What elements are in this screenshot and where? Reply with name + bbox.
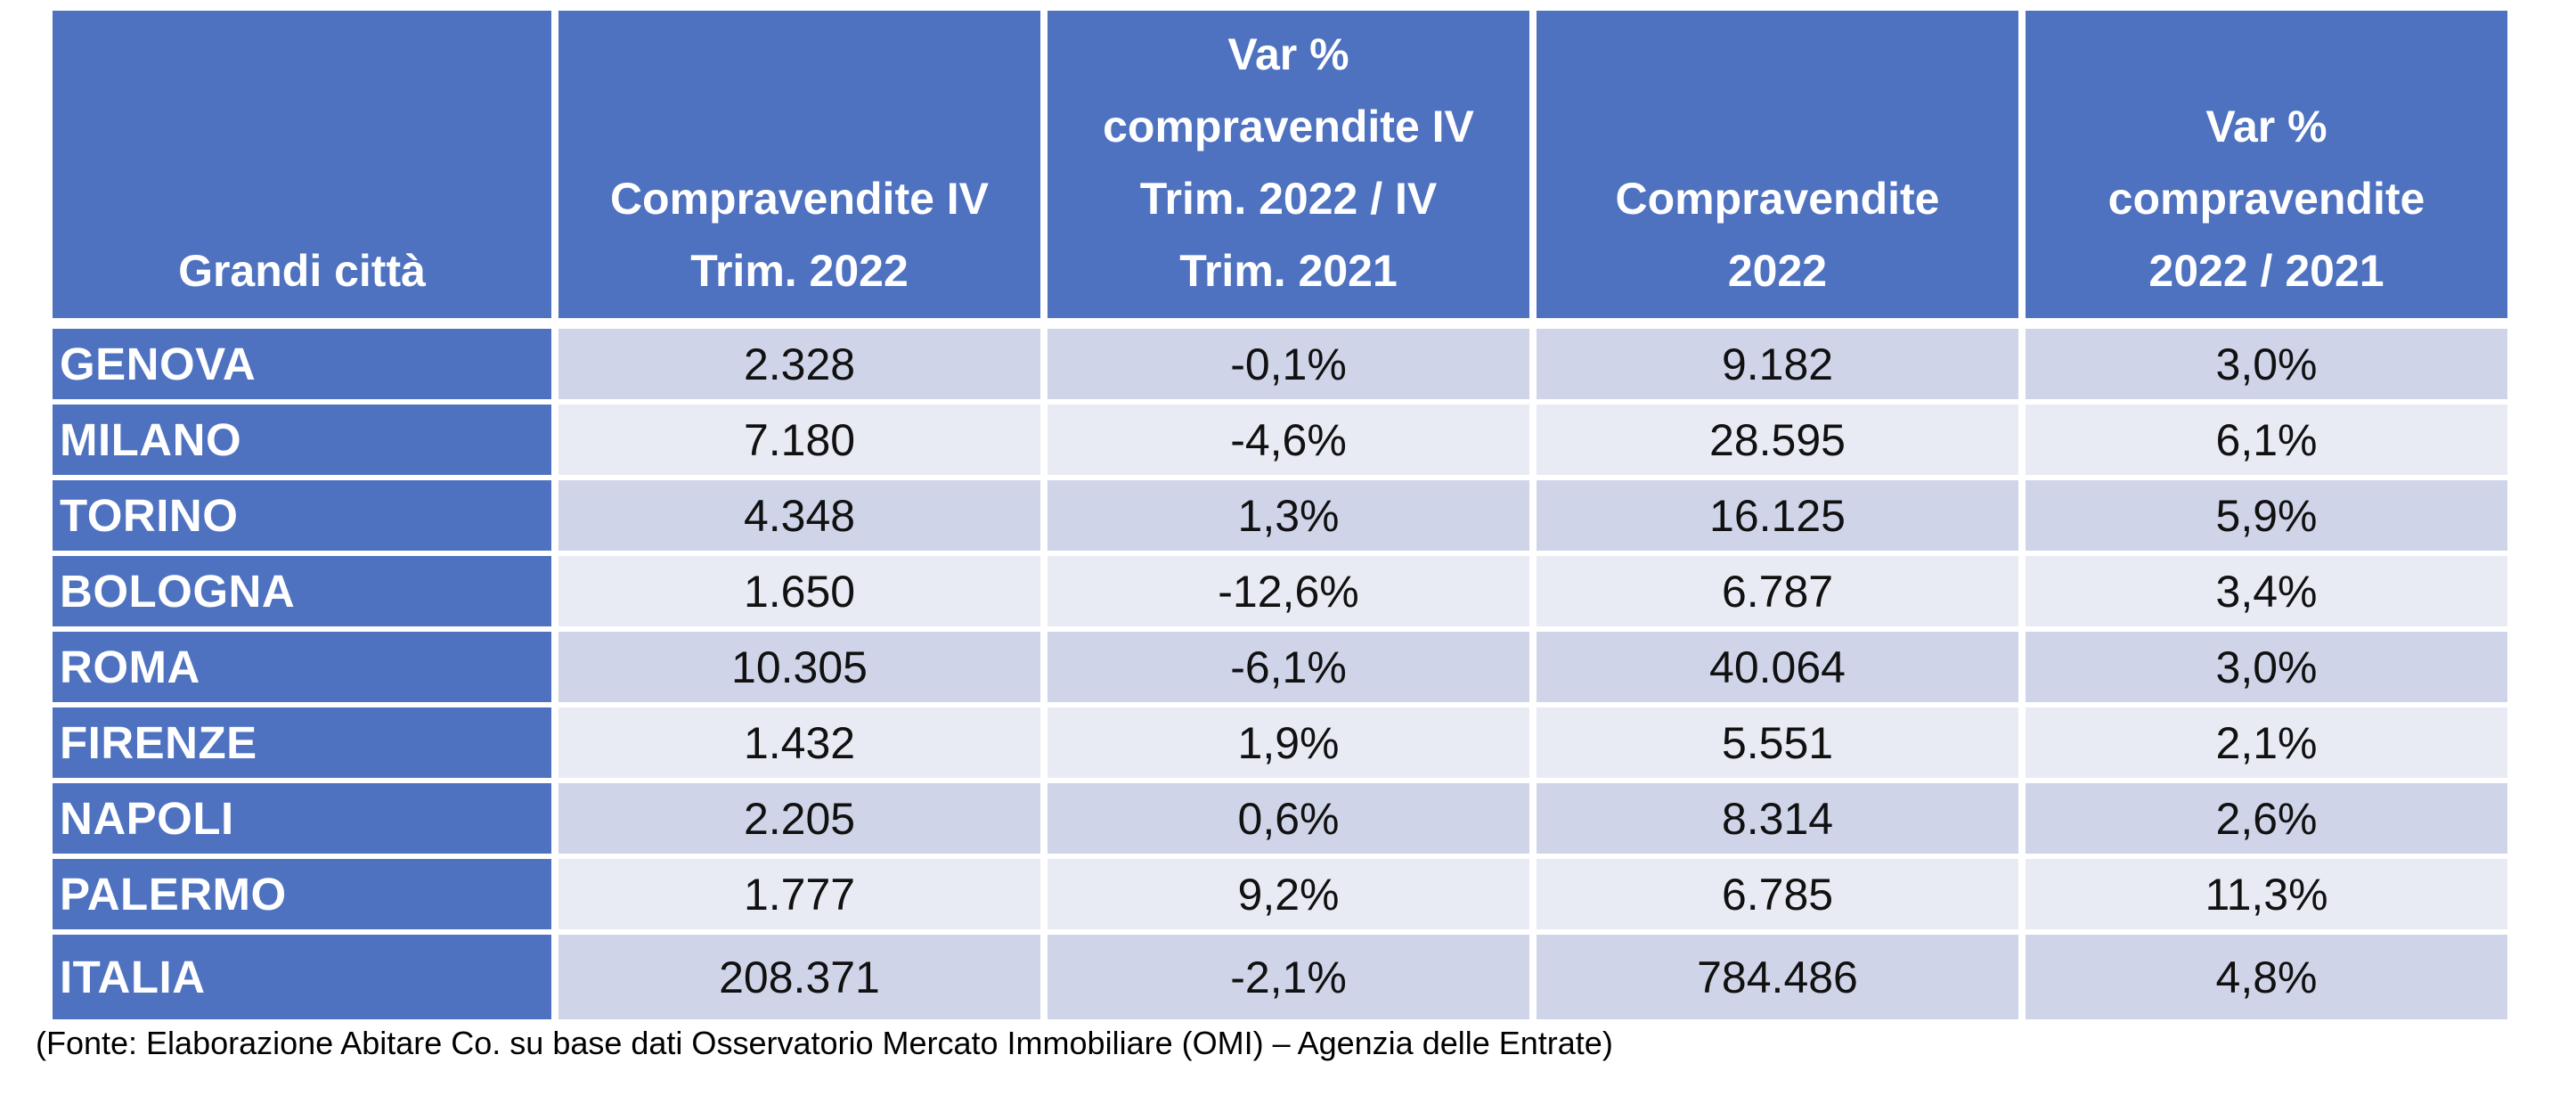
table-body: GENOVA 2.328 -0,1% 9.182 3,0% MILANO 7.180 -4,6… xyxy=(53,329,2507,1019)
table-row: PALERMO 1.777 9,2% 6.785 11,3% xyxy=(53,859,2507,929)
value-cell: 5.551 xyxy=(1537,707,2018,778)
value-cell: 6.787 xyxy=(1537,556,2018,626)
value-cell: 1,9% xyxy=(1048,707,1529,778)
column-header-grandi-citta: Grandi città xyxy=(53,11,551,323)
value-cell: 2,6% xyxy=(2026,783,2507,854)
value-cell: 8.314 xyxy=(1537,783,2018,854)
value-cell: 11,3% xyxy=(2026,859,2507,929)
value-cell: 0,6% xyxy=(1048,783,1529,854)
column-header-line: Trim. 2022 xyxy=(690,246,909,296)
value-cell: -4,6% xyxy=(1048,405,1529,475)
column-header-line: Compravendite IV xyxy=(609,174,990,224)
value-cell: -0,1% xyxy=(1048,329,1529,399)
column-header-line: Trim. 2021 xyxy=(1179,246,1398,296)
value-cell: 1,3% xyxy=(1048,480,1529,551)
column-header-line: Var % xyxy=(1227,29,1349,79)
value-cell: 784.486 xyxy=(1537,935,2018,1019)
value-cell: 6,1% xyxy=(2026,405,2507,475)
column-header-line: Trim. 2022 / IV xyxy=(1139,174,1438,224)
value-cell: -12,6% xyxy=(1048,556,1529,626)
city-cell: ROMA xyxy=(53,632,551,702)
city-cell: GENOVA xyxy=(53,329,551,399)
value-cell: 2.328 xyxy=(558,329,1040,399)
city-cell: TORINO xyxy=(53,480,551,551)
column-header-var-compravendite-iv-trim: Var % compravendite IV Trim. 2022 / IV Trim… xyxy=(1048,11,1529,323)
value-cell: 1.777 xyxy=(558,859,1040,929)
city-cell: PALERMO xyxy=(53,859,551,929)
city-cell: MILANO xyxy=(53,405,551,475)
value-cell: 4.348 xyxy=(558,480,1040,551)
value-cell: 2.205 xyxy=(558,783,1040,854)
table-row: TORINO 4.348 1,3% 16.125 5,9% xyxy=(53,480,2507,551)
table-row: MILANO 7.180 -4,6% 28.595 6,1% xyxy=(53,405,2507,475)
value-cell: 40.064 xyxy=(1537,632,2018,702)
column-header-line: Compravendite xyxy=(1615,174,1940,224)
table-header-row: Grandi città Compravendite IV Trim. 2022 Va… xyxy=(53,11,2507,323)
column-header-line: compravendite IV xyxy=(1103,102,1474,151)
table-row: GENOVA 2.328 -0,1% 9.182 3,0% xyxy=(53,329,2507,399)
value-cell: 2,1% xyxy=(2026,707,2507,778)
column-header-line: compravendite xyxy=(2107,174,2425,224)
value-cell: 3,4% xyxy=(2026,556,2507,626)
value-cell: 28.595 xyxy=(1537,405,2018,475)
column-header-compravendite-iv-trim-2022: Compravendite IV Trim. 2022 xyxy=(558,11,1040,323)
value-cell: 3,0% xyxy=(2026,329,2507,399)
value-cell: 6.785 xyxy=(1537,859,2018,929)
column-header-line: 2022 / 2021 xyxy=(2148,246,2384,296)
value-cell: -6,1% xyxy=(1048,632,1529,702)
value-cell: 1.650 xyxy=(558,556,1040,626)
value-cell: 10.305 xyxy=(558,632,1040,702)
value-cell: 9.182 xyxy=(1537,329,2018,399)
table-row: BOLOGNA 1.650 -12,6% 6.787 3,4% xyxy=(53,556,2507,626)
value-cell: 5,9% xyxy=(2026,480,2507,551)
table-row: ROMA 10.305 -6,1% 40.064 3,0% xyxy=(53,632,2507,702)
value-cell: -2,1% xyxy=(1048,935,1529,1019)
value-cell: 208.371 xyxy=(558,935,1040,1019)
value-cell: 7.180 xyxy=(558,405,1040,475)
city-cell: NAPOLI xyxy=(53,783,551,854)
table-row: NAPOLI 2.205 0,6% 8.314 2,6% xyxy=(53,783,2507,854)
value-cell: 16.125 xyxy=(1537,480,2018,551)
value-cell: 9,2% xyxy=(1048,859,1529,929)
table-row: FIRENZE 1.432 1,9% 5.551 2,1% xyxy=(53,707,2507,778)
table-total-row: ITALIA 208.371 -2,1% 784.486 4,8% xyxy=(53,935,2507,1019)
column-header-line: 2022 xyxy=(1727,246,1828,296)
column-header-compravendite-2022: Compravendite 2022 xyxy=(1537,11,2018,323)
value-cell: 3,0% xyxy=(2026,632,2507,702)
city-cell: BOLOGNA xyxy=(53,556,551,626)
compravendite-table: Grandi città Compravendite IV Trim. 2022 Va… xyxy=(45,5,2515,1025)
column-header-var-compravendite-2022-2021: Var % compravendite 2022 / 2021 xyxy=(2026,11,2507,323)
column-header-line: Var % xyxy=(2205,102,2327,151)
value-cell: 1.432 xyxy=(558,707,1040,778)
city-cell: ITALIA xyxy=(53,935,551,1019)
source-note: (Fonte: Elaborazione Abitare Co. su base… xyxy=(36,1025,1613,1061)
value-cell: 4,8% xyxy=(2026,935,2507,1019)
column-header-line: Grandi città xyxy=(178,246,426,296)
city-cell: FIRENZE xyxy=(53,707,551,778)
table-head: Grandi città Compravendite IV Trim. 2022 Va… xyxy=(53,11,2507,323)
